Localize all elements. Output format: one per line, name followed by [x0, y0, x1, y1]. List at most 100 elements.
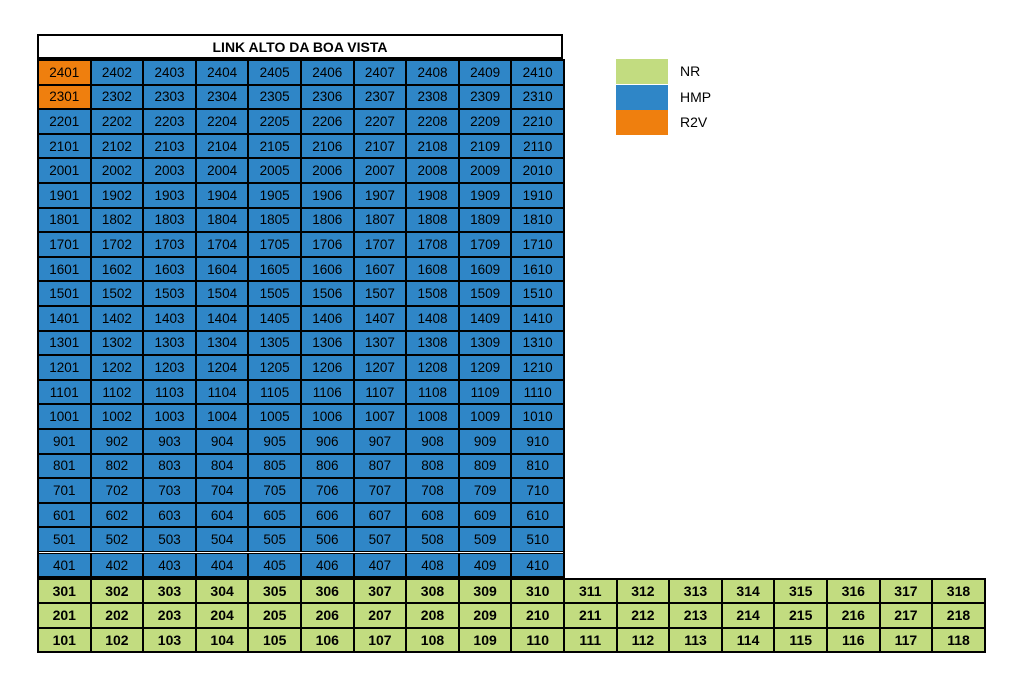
- unit-cell: 1802: [90, 207, 144, 233]
- unit-cell: 2310: [511, 84, 564, 110]
- unit-cell: 1006: [301, 404, 354, 429]
- unit-cell: 1305: [248, 330, 301, 356]
- unit-cell: 1302: [90, 330, 144, 356]
- unit-cell: 206: [301, 603, 354, 628]
- unit-cell: 211: [564, 603, 617, 628]
- unit-cell: 2203: [143, 109, 196, 134]
- unit-cell: 1708: [406, 232, 459, 257]
- unit-cell: 508: [406, 527, 459, 552]
- unit-cell: 204: [195, 603, 249, 628]
- unit-cell: 1901: [38, 183, 91, 208]
- unit-cell: 2408: [406, 60, 459, 85]
- unit-cell: 1806: [301, 207, 354, 233]
- unit-cell: 605: [248, 502, 301, 528]
- unit-cell: 1106: [301, 379, 354, 405]
- unit-cell: 501: [38, 527, 91, 552]
- unit-cell: 2207: [353, 109, 407, 134]
- unit-cell: 102: [90, 627, 144, 653]
- unit-cell: 1101: [38, 379, 91, 405]
- unit-cell: 301: [38, 578, 91, 604]
- unit-cell: 1003: [143, 404, 196, 429]
- unit-cell: 1709: [458, 232, 512, 257]
- page-title: LINK ALTO DA BOA VISTA: [37, 34, 563, 59]
- unit-cell: 2102: [90, 133, 144, 159]
- unit-cell: 1504: [195, 281, 249, 306]
- legend-label: R2V: [680, 114, 708, 130]
- unit-cell: 1503: [143, 281, 196, 306]
- unit-cell: 217: [879, 603, 933, 628]
- unit-cell: 502: [90, 527, 144, 552]
- unit-cell: 1905: [248, 183, 301, 208]
- unit-cell: 703: [143, 478, 196, 503]
- unit-cell: 1001: [38, 404, 91, 429]
- unit-cell: 103: [143, 627, 196, 653]
- unit-cell: 2009: [458, 158, 512, 183]
- unit-cell: 1704: [195, 232, 249, 257]
- unit-cell: 1309: [458, 330, 512, 356]
- unit-cell: 316: [827, 578, 880, 604]
- unit-cell: 310: [511, 578, 564, 604]
- unit-cell: 610: [511, 502, 564, 528]
- unit-cell: 904: [195, 429, 249, 454]
- unit-cell: 201: [38, 603, 91, 628]
- unit-cell: 509: [458, 527, 512, 552]
- unit-cell: 1202: [90, 355, 144, 380]
- unit-cell: 1610: [511, 256, 564, 282]
- unit-cell: 801: [38, 453, 91, 479]
- unit-cell: 114: [721, 627, 775, 653]
- unit-cell: 2201: [38, 109, 91, 134]
- unit-cell: 805: [248, 453, 301, 479]
- unit-cell: 318: [932, 578, 985, 604]
- unit-cell: 107: [353, 627, 407, 653]
- unit-cell: 213: [669, 603, 722, 628]
- unit-cell: 1105: [248, 379, 301, 405]
- unit-cell: 1903: [143, 183, 196, 208]
- legend-swatch: [616, 59, 668, 84]
- unit-cell: 602: [90, 502, 144, 528]
- unit-cell: 1907: [353, 183, 407, 208]
- unit-cell: 505: [248, 527, 301, 552]
- unit-cell: 2305: [248, 84, 301, 110]
- unit-cell: 101: [38, 627, 91, 653]
- unit-cell: 601: [38, 502, 91, 528]
- unit-cell: 607: [353, 502, 407, 528]
- unit-cell: 1208: [406, 355, 459, 380]
- unit-cell: 603: [143, 502, 196, 528]
- unit-cell: 2405: [248, 60, 301, 85]
- unit-cell: 1402: [90, 306, 144, 331]
- unit-cell: 1508: [406, 281, 459, 306]
- unit-cell: 2001: [38, 158, 91, 183]
- unit-cell: 604: [195, 502, 249, 528]
- unit-cell: 2403: [143, 60, 196, 85]
- unit-cell: 401: [38, 553, 91, 578]
- unit-cell: 1205: [248, 355, 301, 380]
- unit-cell: 2110: [511, 133, 564, 159]
- unit-cell: 809: [458, 453, 512, 479]
- unit-cell: 1206: [301, 355, 354, 380]
- unit-cell: 1805: [248, 207, 301, 233]
- unit-cell: 406: [301, 553, 354, 578]
- unit-cell: 1707: [353, 232, 407, 257]
- unit-cell: 810: [511, 453, 564, 479]
- unit-cell: 208: [406, 603, 459, 628]
- unit-cell: 1601: [38, 256, 91, 282]
- unit-cell: 1304: [195, 330, 249, 356]
- unit-cell: 910: [511, 429, 564, 454]
- unit-cell: 803: [143, 453, 196, 479]
- unit-cell: 1410: [511, 306, 564, 331]
- unit-cell: 2308: [406, 84, 459, 110]
- unit-cell: 109: [458, 627, 512, 653]
- unit-cell: 2002: [90, 158, 144, 183]
- unit-cell: 1908: [406, 183, 459, 208]
- unit-cell: 1505: [248, 281, 301, 306]
- unit-cell: 308: [406, 578, 459, 604]
- unit-cell: 2303: [143, 84, 196, 110]
- unit-cell: 907: [353, 429, 407, 454]
- unit-cell: 1801: [38, 207, 91, 233]
- unit-cell: 403: [143, 553, 196, 578]
- unit-cell: 305: [248, 578, 301, 604]
- unit-cell: 705: [248, 478, 301, 503]
- unit-cell: 407: [353, 553, 407, 578]
- unit-cell: 2003: [143, 158, 196, 183]
